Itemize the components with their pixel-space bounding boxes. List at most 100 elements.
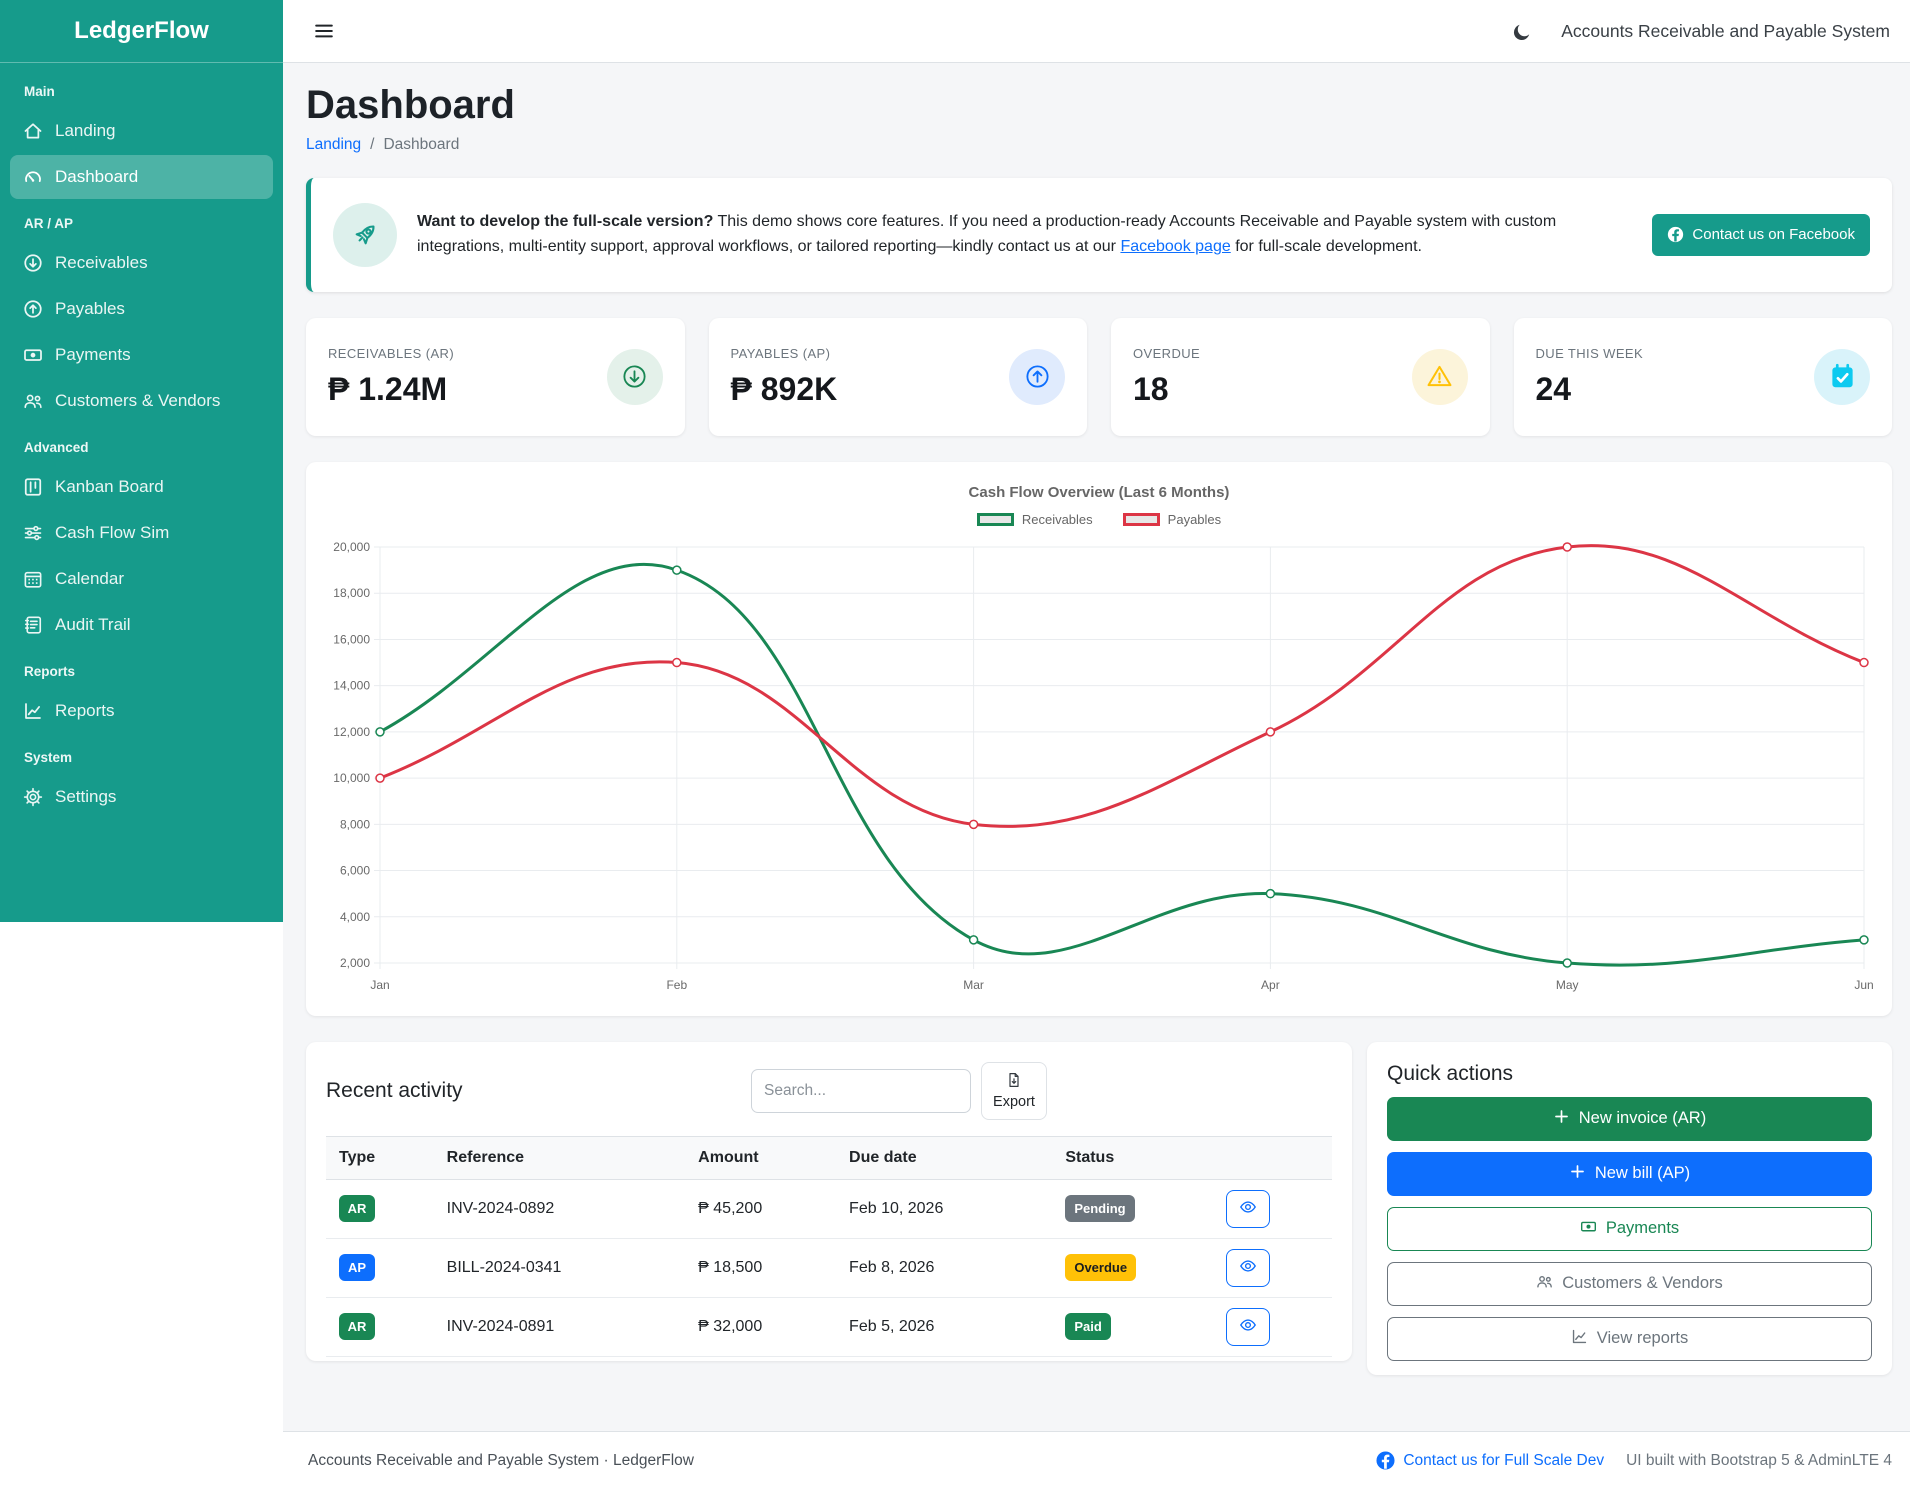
svg-text:4,000: 4,000 xyxy=(340,910,370,924)
sidebar-item-receivables[interactable]: Receivables xyxy=(10,241,273,285)
arrow-up-circle-icon xyxy=(1009,348,1065,405)
chart-title: Cash Flow Overview (Last 6 Months) xyxy=(968,483,1230,501)
table-row: AP BILL-2024-0341 ₱ 18,500 Feb 8, 2026 O… xyxy=(326,1238,1332,1298)
svg-text:Mar: Mar xyxy=(963,978,984,992)
sidebar: LedgerFlow Main Landing Dashboard AR / A… xyxy=(0,0,283,1489)
sidebar-item-payments[interactable]: Payments xyxy=(10,333,273,377)
quick-actions-title: Quick actions xyxy=(1387,1061,1514,1085)
sidebar-item-payables[interactable]: Payables xyxy=(10,287,273,331)
breadcrumb-separator: / xyxy=(370,136,375,153)
callout-lead: Want to develop the full-scale version? xyxy=(417,213,714,230)
journal-icon xyxy=(23,615,43,635)
svg-text:Feb: Feb xyxy=(666,978,687,992)
legend-swatch xyxy=(1122,512,1160,526)
people-icon xyxy=(23,391,43,411)
amount-cell: ₱ 45,200 xyxy=(688,1179,840,1239)
contact-facebook-button[interactable]: Contact us on Facebook xyxy=(1652,213,1870,256)
cashflow-chart: 2,000 4,000 6,000 8,000 10,000 12,000 14,000 16… xyxy=(333,540,1873,992)
view-row-button[interactable] xyxy=(1226,1248,1271,1287)
sidebar-item-label: Calendar xyxy=(55,569,124,588)
legend-item[interactable]: Payables xyxy=(1122,511,1222,527)
sidebar-item-kanban[interactable]: Kanban Board xyxy=(10,465,273,509)
sidebar-item-dashboard[interactable]: Dashboard xyxy=(10,155,273,199)
legend-swatch xyxy=(976,512,1014,526)
content-area: Dashboard Landing / Dashboard Want to de… xyxy=(283,63,1910,1431)
kanban-icon xyxy=(23,477,43,497)
sidebar-item-reports[interactable]: Reports xyxy=(10,689,273,733)
new-bill-button[interactable]: New bill (AP) xyxy=(1387,1151,1872,1196)
arrow-down-circle-icon xyxy=(606,348,663,405)
sidebar-section-arap: AR / AP xyxy=(24,216,74,231)
arrow-down-circle-icon xyxy=(23,253,43,273)
cash-icon xyxy=(23,345,43,365)
facebook-page-link[interactable]: Facebook page xyxy=(1120,237,1231,255)
export-button[interactable]: Export xyxy=(981,1061,1047,1120)
column-header-actions xyxy=(1216,1135,1332,1180)
stat-cards: RECEIVABLES (AR) ₱ 1.24M PAYABLES (AP) ₱… xyxy=(306,317,1892,436)
gear-icon xyxy=(23,787,43,807)
legend-item[interactable]: Receivables xyxy=(976,511,1093,527)
sidebar-item-label: Dashboard xyxy=(55,167,139,186)
hamburger-icon[interactable] xyxy=(308,15,340,47)
sidebar-item-label: Settings xyxy=(55,787,117,806)
cash-icon xyxy=(1580,1218,1597,1240)
stat-card-due-this-week: DUE THIS WEEK 24 xyxy=(1513,317,1892,436)
footer: Accounts Receivable and Payable System ·… xyxy=(283,1431,1910,1489)
stat-label: DUE THIS WEEK xyxy=(1535,345,1644,361)
sidebar-item-settings[interactable]: Settings xyxy=(10,775,273,819)
view-row-button[interactable] xyxy=(1226,1189,1271,1228)
type-badge: AP xyxy=(339,1254,375,1282)
amount-cell: ₱ 32,000 xyxy=(688,1297,840,1357)
eye-icon xyxy=(1239,1257,1257,1278)
sidebar-item-label: Payables xyxy=(55,299,125,318)
top-navbar: Accounts Receivable and Payable System xyxy=(283,0,1910,63)
moon-icon[interactable] xyxy=(1510,19,1535,44)
stat-card-payables: PAYABLES (AP) ₱ 892K xyxy=(708,317,1087,436)
column-header-reference: Reference xyxy=(436,1135,689,1180)
sidebar-section-reports: Reports xyxy=(24,664,76,679)
stat-value: 18 xyxy=(1133,370,1169,407)
graph-up-icon xyxy=(23,701,43,721)
sidebar-nav: Main Landing Dashboard AR / AP xyxy=(0,63,283,821)
sidebar-item-calendar[interactable]: Calendar xyxy=(10,557,273,601)
reference-cell: INV-2024-0891 xyxy=(436,1297,689,1357)
svg-text:Jan: Jan xyxy=(370,978,389,992)
view-reports-button[interactable]: View reports xyxy=(1387,1316,1872,1361)
footer-framework-note: UI built with Bootstrap 5 & AdminLTE 4 xyxy=(1626,1451,1892,1469)
svg-text:10,000: 10,000 xyxy=(333,771,370,785)
cashflow-chart-card: Cash Flow Overview (Last 6 Months) Recei… xyxy=(306,461,1892,1016)
svg-text:12,000: 12,000 xyxy=(333,725,370,739)
sidebar-section-system: System xyxy=(24,750,73,765)
stat-value: ₱ 892K xyxy=(730,370,838,407)
table-row: AR INV-2024-0892 ₱ 45,200 Feb 10, 2026 P… xyxy=(326,1179,1332,1239)
svg-text:6,000: 6,000 xyxy=(340,863,370,877)
footer-contact-link[interactable]: Contact us for Full Scale Dev xyxy=(1403,1451,1605,1469)
chart-legend: Receivables Payables xyxy=(322,512,1876,527)
type-badge: AR xyxy=(339,1313,375,1341)
reference-cell: INV-2024-0892 xyxy=(436,1179,689,1239)
brand-logo[interactable]: LedgerFlow xyxy=(0,0,283,63)
column-header-due-date: Due date xyxy=(839,1135,1056,1180)
sidebar-item-landing[interactable]: Landing xyxy=(10,109,273,153)
due-date-cell: Feb 10, 2026 xyxy=(839,1179,1056,1239)
svg-text:18,000: 18,000 xyxy=(333,586,370,600)
sidebar-item-cashflow-sim[interactable]: Cash Flow Sim xyxy=(10,511,273,555)
column-header-status: Status xyxy=(1055,1135,1217,1180)
customers-vendors-button[interactable]: Customers & Vendors xyxy=(1387,1261,1872,1306)
callout-text: Want to develop the full-scale version? … xyxy=(417,213,1557,255)
due-date-cell: Feb 5, 2026 xyxy=(839,1297,1056,1357)
legend-label: Receivables xyxy=(1021,511,1093,527)
payments-button[interactable]: Payments xyxy=(1387,1206,1872,1251)
breadcrumb-link-landing[interactable]: Landing xyxy=(306,136,362,153)
sidebar-item-label: Customers & Vendors xyxy=(55,391,221,410)
sidebar-item-audit-trail[interactable]: Audit Trail xyxy=(10,603,273,647)
plus-icon xyxy=(1569,1163,1586,1185)
reference-cell: BILL-2024-0341 xyxy=(436,1238,689,1298)
new-invoice-button[interactable]: New invoice (AR) xyxy=(1387,1096,1872,1141)
stat-value: ₱ 1.24M xyxy=(328,370,448,407)
stat-card-overdue: OVERDUE 18 xyxy=(1111,317,1490,436)
legend-label: Payables xyxy=(1167,511,1222,527)
search-input[interactable] xyxy=(751,1068,971,1113)
sidebar-item-customers-vendors[interactable]: Customers & Vendors xyxy=(10,379,273,423)
view-row-button[interactable] xyxy=(1226,1307,1271,1346)
